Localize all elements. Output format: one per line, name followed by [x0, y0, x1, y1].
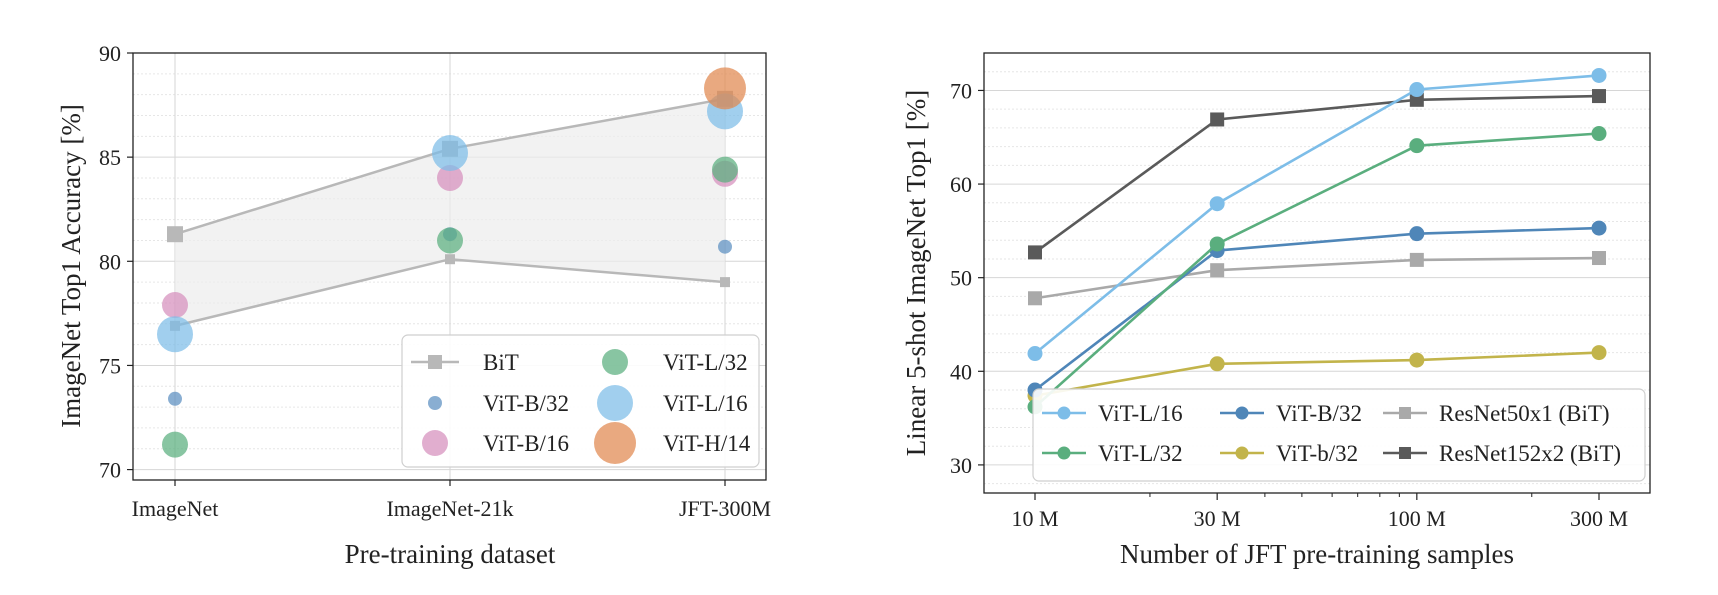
- legend-marker-vit-b-32: [1235, 446, 1249, 460]
- point-resnet50x1-bit-30-m: [1210, 263, 1225, 278]
- left-chart-accuracy-by-dataset: 70 75 80 85 90 ImageNet ImageNet-21k JFT-300M P…: [56, 41, 771, 569]
- point-vit-b-32-100-m: [1409, 352, 1425, 368]
- right-x-tick-label: 10 M: [1011, 506, 1058, 531]
- point-vit-b-32-30-m: [1209, 356, 1225, 372]
- line-vit-b-32: [1034, 226, 1600, 392]
- point-vit-l-32-100-m: [1409, 138, 1425, 154]
- point-resnet152x2-bit-300-m: [1592, 89, 1606, 104]
- point-vit-b-32-100-m: [1409, 226, 1425, 242]
- legend-label-vit-b-32: ViT-b/32: [1276, 441, 1358, 466]
- bit-upper-marker: [167, 226, 183, 243]
- right-x-axis-label: Number of JFT pre-training samples: [1120, 539, 1514, 569]
- point-vit-l-16-imagenet-21k: [432, 134, 468, 171]
- legend-label-vit-b-32: ViT-B/32: [1276, 401, 1362, 426]
- point-resnet50x1-bit-100-m: [1409, 252, 1424, 267]
- legend-label-vit-l-16: ViT-L/16: [1098, 401, 1183, 426]
- left-scatter-points: [157, 67, 746, 458]
- legend-label-vit-l-16: ViT-L/16: [663, 391, 748, 416]
- bit-band-area: [175, 98, 725, 326]
- legend-label-vit-b-32: ViT-B/32: [483, 391, 569, 416]
- point-vit-l-16-300-m: [1591, 67, 1607, 83]
- point-vit-b-32-imagenet: [168, 391, 182, 406]
- point-resnet50x1-bit-300-m: [1592, 251, 1606, 266]
- legend-label-vit-l-32: ViT-L/32: [663, 350, 748, 375]
- left-legend-box: [401, 334, 760, 468]
- right-plot-frame: [983, 52, 1651, 494]
- right-y-tick-label: 40: [950, 359, 972, 384]
- legend-marker-vit-h-14: [594, 422, 636, 464]
- point-vit-l-32-imagenet-21k: [437, 227, 463, 254]
- right-series-lines: [1027, 67, 1607, 415]
- left-y-tick-label: 90: [99, 41, 121, 66]
- line-vit-l-16: [1034, 74, 1600, 355]
- legend-label-vit-h-14: ViT-H/14: [663, 431, 751, 456]
- bit-lower-marker: [720, 277, 730, 288]
- left-x-tick-label: JFT-300M: [679, 496, 771, 521]
- right-x-tick-label: 300 M: [1570, 506, 1628, 531]
- point-vit-b-32-300-m: [1591, 220, 1607, 236]
- left-y-tick-label: 85: [99, 145, 121, 170]
- point-vit-b-16-imagenet-21k: [437, 164, 463, 191]
- point-vit-l-16-30-m: [1209, 196, 1225, 212]
- right-x-tick-label: 100 M: [1388, 506, 1446, 531]
- left-ticks: 70 75 80 85 90 ImageNet ImageNet-21k JFT-300M: [99, 41, 771, 521]
- line-resnet50x1-bit: [1034, 256, 1600, 300]
- right-chart-5shot-by-samples: 30 40 50 60 70 10 M 30 M 100 M 300 M Number of J…: [901, 52, 1651, 569]
- left-y-tick-label: 80: [99, 249, 121, 274]
- left-x-axis-label: Pre-training dataset: [345, 539, 556, 569]
- left-y-axis-label: ImageNet Top1 Accuracy [%]: [56, 104, 86, 428]
- line-vit-l-32: [1034, 132, 1600, 408]
- point-vit-l-16-10-m: [1027, 346, 1043, 362]
- line-resnet152x2-bit: [1034, 94, 1600, 254]
- right-y-tick-label: 70: [950, 78, 972, 103]
- right-y-tick-label: 50: [950, 266, 972, 291]
- legend-marker-vit-l-32: [602, 349, 628, 375]
- legend-marker-resnet152x2-bit: [1399, 447, 1411, 459]
- right-legend: ViT-L/16 ViT-L/32 ViT-B/32 ViT-b/32 ResNet50…: [1032, 388, 1646, 482]
- point-vit-l-32-imagenet: [162, 431, 188, 458]
- point-vit-l-16-imagenet: [157, 316, 193, 353]
- right-y-tick-label: 60: [950, 172, 972, 197]
- legend-label-vit-b-16: ViT-B/16: [483, 431, 569, 456]
- point-vit-h-14-jft-300m: [704, 67, 746, 110]
- point-vit-l-16-100-m: [1409, 82, 1425, 98]
- legend-bit-marker: [428, 355, 442, 369]
- legend-marker-vit-l-16: [597, 385, 633, 421]
- legend-marker-vit-l-16: [1057, 406, 1071, 420]
- legend-marker-resnet50x1-bit: [1399, 407, 1411, 419]
- legend-label-bit: BiT: [483, 350, 519, 375]
- point-vit-l-32-30-m: [1209, 236, 1225, 252]
- left-x-tick-label: ImageNet-21k: [386, 496, 513, 521]
- bit-lower-marker: [445, 254, 455, 265]
- point-vit-l-32-jft-300m: [712, 156, 738, 183]
- right-ticks: 30 40 50 60 70 10 M 30 M 100 M 300 M: [950, 78, 1628, 531]
- legend-marker-vit-b-16: [422, 430, 448, 456]
- left-x-tick-label: ImageNet: [132, 496, 219, 521]
- legend-label-resnet50x1-bit: ResNet50x1 (BiT): [1439, 401, 1610, 426]
- point-resnet50x1-bit-10-m: [1028, 291, 1042, 306]
- legend-marker-vit-b-32: [1235, 406, 1249, 420]
- line-vit-b-32: [1034, 351, 1600, 397]
- point-resnet152x2-bit-10-m: [1028, 245, 1042, 260]
- right-x-tick-label: 30 M: [1194, 506, 1241, 531]
- legend-label-resnet152x2-bit: ResNet152x2 (BiT): [1439, 441, 1621, 466]
- legend-label-vit-l-32: ViT-L/32: [1098, 441, 1183, 466]
- legend-marker-vit-l-32: [1057, 446, 1071, 460]
- right-y-tick-label: 30: [950, 453, 972, 478]
- point-vit-b-32-jft-300m: [718, 239, 732, 254]
- legend-marker-vit-b-32: [428, 396, 442, 410]
- left-legend: BiT ViT-B/32 ViT-B/16 ViT-L/32 ViT-L/16 ViT-H…: [401, 334, 760, 468]
- point-vit-l-32-300-m: [1591, 126, 1607, 142]
- point-vit-b-16-imagenet: [162, 292, 188, 319]
- left-y-tick-label: 70: [99, 458, 121, 483]
- point-resnet152x2-bit-100-m: [1409, 92, 1424, 107]
- right-legend-box: [1032, 388, 1646, 482]
- right-y-axis-label: Linear 5-shot ImageNet Top1 [%]: [901, 90, 931, 457]
- left-y-tick-label: 75: [99, 353, 121, 378]
- point-resnet152x2-bit-30-m: [1210, 112, 1225, 127]
- point-vit-b-32-300-m: [1591, 345, 1607, 361]
